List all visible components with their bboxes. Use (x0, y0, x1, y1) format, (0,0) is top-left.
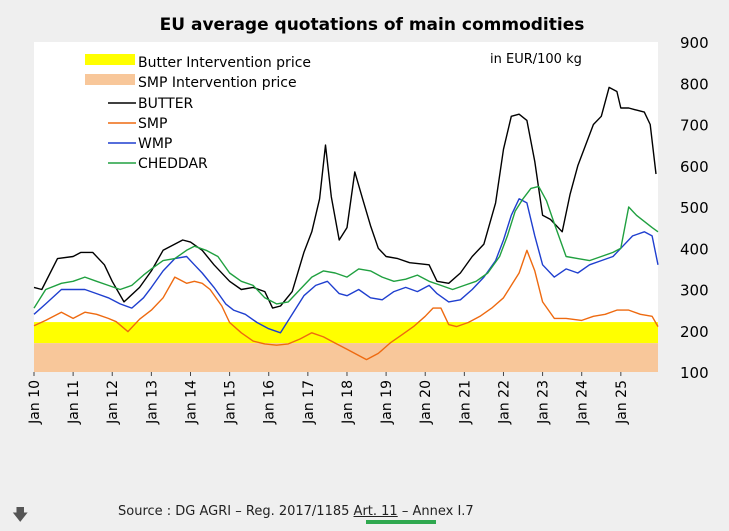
y-tick-label: 200 (680, 323, 709, 341)
y-tick-label: 400 (680, 240, 709, 258)
x-tick-label: Jan 13 (144, 380, 160, 425)
source-text: Source : DG AGRI – Reg. 2017/1185 (118, 504, 350, 519)
source-annex: – Annex I.7 (401, 504, 474, 519)
y-tick-label: 500 (680, 199, 709, 217)
source-note: Source : DG AGRI – Reg. 2017/1185 Art. 1… (118, 504, 474, 519)
y-tick-label: 900 (680, 34, 709, 52)
arrow-down-icon[interactable]: 🡇 (12, 505, 29, 524)
x-tick-label: Jan 18 (340, 380, 356, 425)
band-0 (34, 322, 658, 344)
series-line-butter (33, 86, 657, 309)
x-tick-label: Jan 14 (183, 380, 199, 425)
series-line-wmp (33, 198, 659, 334)
legend-label: SMP (138, 116, 167, 132)
legend-swatch (85, 74, 135, 85)
legend-label: Butter Intervention price (138, 55, 311, 71)
x-tick-label: Jan 21 (457, 380, 473, 425)
x-tick-label: Jan 16 (262, 380, 278, 425)
commodity-chart: 900 800 700 600 500 400 300 200 100 Jan 10 Jan 11… (27, 15, 709, 425)
y-tick-label: 600 (680, 158, 709, 176)
x-tick-label: Jan 15 (223, 380, 239, 425)
series-line-smp (33, 249, 659, 361)
band-1 (34, 343, 658, 372)
chart-title: EU average quotations of main commoditie… (160, 15, 585, 35)
legend-swatch (85, 54, 135, 65)
accent-bar (366, 520, 436, 524)
x-tick-label: Jan 19 (379, 380, 395, 425)
source-article-link[interactable]: Art. 11 (353, 504, 398, 519)
x-tick-label: Jan 24 (575, 380, 591, 425)
x-tick-label: Jan 25 (614, 380, 630, 425)
y-tick-label: 700 (680, 117, 709, 135)
x-tick-label: Jan 12 (105, 380, 121, 425)
legend-label: BUTTER (138, 96, 194, 112)
legend-label: WMP (138, 136, 172, 152)
legend-label: SMP Intervention price (138, 75, 297, 91)
x-tick-label: Jan 10 (27, 380, 43, 425)
x-tick-label: Jan 22 (496, 380, 512, 425)
x-tick-label: Jan 20 (418, 380, 434, 425)
y-tick-label: 300 (680, 282, 709, 300)
legend-label: CHEDDAR (138, 156, 208, 172)
x-tick-label: Jan 23 (536, 380, 552, 425)
x-tick-label: Jan 17 (301, 380, 317, 425)
x-tick-label: Jan 11 (66, 380, 82, 425)
series-line-cheddar (33, 185, 659, 309)
y-tick-label: 800 (680, 75, 709, 93)
unit-note: in EUR/100 kg (490, 52, 582, 67)
y-tick-label: 100 (680, 364, 709, 382)
